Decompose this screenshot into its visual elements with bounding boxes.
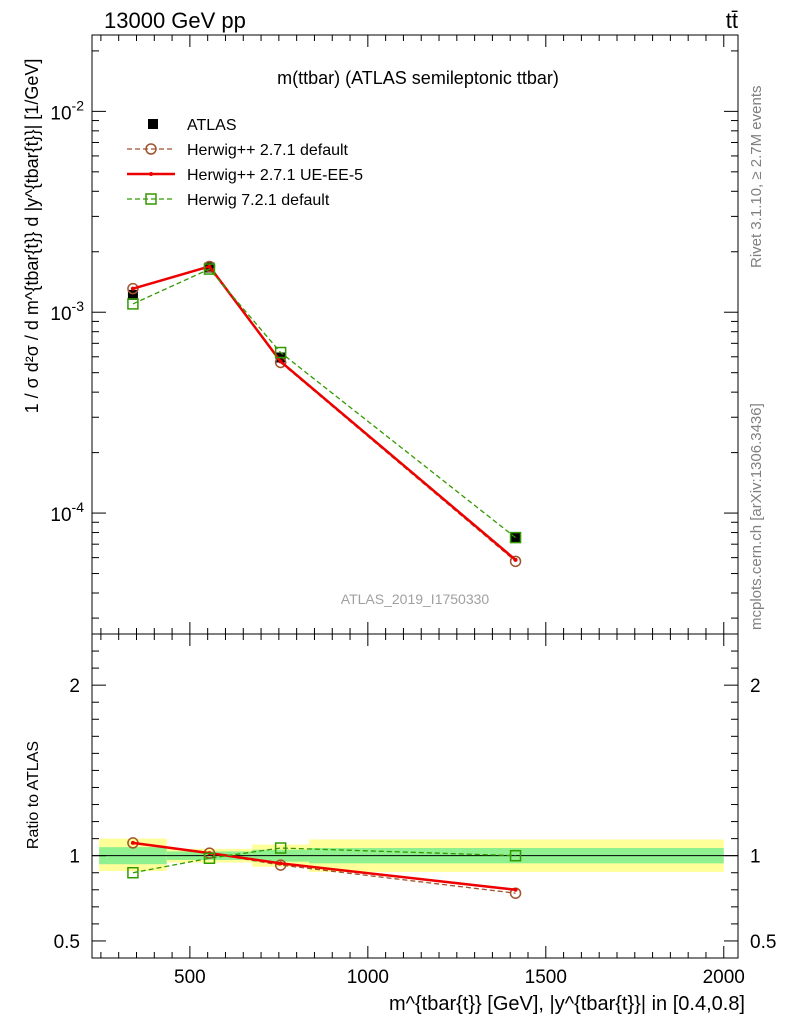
ratio-series-marker [513,887,518,892]
legend-label: ATLAS [187,117,237,134]
ratio-y-tick-label: 1 [69,847,80,868]
legend-marker [149,172,153,176]
axis-ticks [92,35,738,959]
rivet-version-label: Rivet 3.1.10, ≥ 2.7M events [748,85,765,269]
ratio-y-tick-label: 0.5 [54,932,80,953]
tick-labels: 500 1000 1500 2000 10-4 10-3 10-2 0.5 0.5 1 1 2 2 [50,97,776,988]
frames [91,34,739,959]
ratio-y-tick-label-right: 2 [750,676,761,697]
series-marker [127,282,139,295]
series-marker [203,263,216,275]
main-title: m(ttbar) (ATLAS semileptonic ttbar) [277,68,559,88]
ratio-series-line [132,847,516,874]
y-tick-label: 10-2 [50,97,84,124]
legend-marker [145,193,157,205]
x-tick-label: 500 [174,967,206,988]
watermark: ATLAS_2019_I1750330 [341,591,490,607]
series-line [132,265,517,561]
series-marker [274,346,287,359]
ratio-series-marker [203,852,216,864]
legend-label: Herwig++ 2.7.1 default [187,142,349,159]
atlas-data-point [127,289,138,300]
mcplots-label: mcplots.cern.ch [arXiv:1306.3436] [748,403,765,630]
legend-label: Herwig 7.2.1 default [187,192,330,209]
ratio-series [127,837,522,899]
ratio-ylabel: Ratio to ATLAS [25,741,42,849]
ratio-series-line [132,841,516,892]
series-marker [278,359,283,364]
y-tick-label: 10-3 [50,298,84,325]
series-marker [509,531,522,544]
series-marker [513,557,518,562]
series-marker [130,286,135,291]
legend-label: Herwig++ 2.7.1 UE-EE-5 [187,167,363,184]
ratio-y-tick-label: 2 [69,676,80,697]
energy-label: 13000 GeV pp [104,8,246,33]
ratio-series-marker [509,849,522,862]
series-line [132,268,516,539]
main-ylabel: 1 / σ d²σ / d m^{tbar{t}} d |y^{tbar{t}}… [22,59,42,414]
legend-marker [145,143,157,155]
series-marker [127,298,139,310]
x-axis-label: m^{tbar{t}} [GeV], |y^{tbar{t}}| in [0.4… [389,993,745,1015]
ratio-series-marker [127,866,139,879]
main-series [127,260,522,568]
x-tick-label: 2000 [703,967,745,988]
x-tick-label: 1000 [347,967,389,988]
series-line [132,265,516,562]
series-marker [509,555,522,568]
ratio-y-tick-label-right: 0.5 [750,932,776,953]
ratio-series-marker [130,840,135,845]
legend-marker [148,119,158,129]
ratio-y-tick-label-right: 1 [750,847,761,868]
ratio-series-marker [274,842,287,854]
process-label: tt̄ [726,8,738,33]
legend: ATLAS Herwig++ 2.7.1 default Herwig++ 2.7.… [127,117,363,209]
x-tick-label: 1500 [525,967,567,988]
ratio-frame [91,633,739,959]
series-marker [207,264,212,269]
ratio-series-marker [278,861,283,866]
y-tick-label: 10-4 [50,499,84,526]
